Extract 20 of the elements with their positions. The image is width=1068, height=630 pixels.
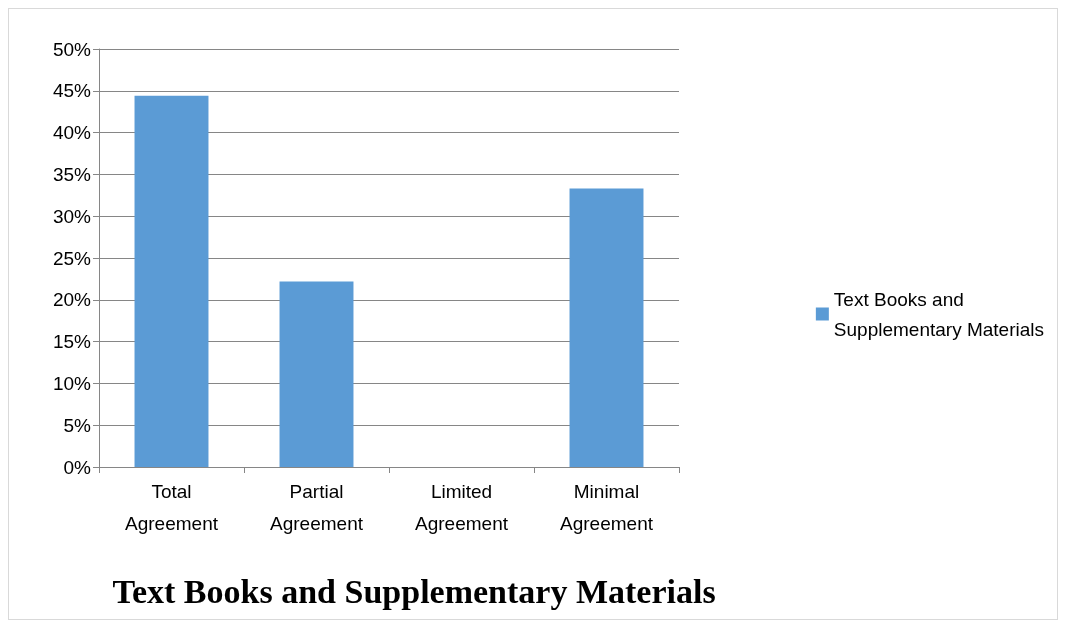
legend-label: Text Books and Supplementary Materials — [833, 288, 1045, 340]
y-tick-label: 20% — [52, 289, 92, 311]
y-tick-label: 40% — [52, 122, 92, 144]
x-tick-label: Minimal Agreement — [560, 480, 654, 534]
y-tick-label: 10% — [52, 372, 92, 394]
bar — [134, 95, 209, 467]
y-tick-label: 50% — [52, 38, 92, 60]
y-tick-label: 30% — [52, 205, 92, 227]
y-tick-label: 5% — [63, 414, 92, 436]
x-tick-label: Total Agreement — [125, 480, 219, 534]
y-tick-label: 15% — [52, 331, 92, 353]
y-tick-label: 0% — [63, 456, 92, 478]
bar — [569, 188, 644, 467]
x-tick-label: Partial Agreement — [270, 480, 364, 534]
bar — [279, 281, 354, 467]
y-tick-label: 35% — [52, 163, 92, 185]
y-tick-label: 25% — [52, 247, 92, 269]
x-tick-label: Limited Agreement — [415, 480, 509, 534]
y-tick-label: 45% — [52, 80, 92, 102]
text: Text Books and Supplementary Materials — [112, 572, 716, 610]
